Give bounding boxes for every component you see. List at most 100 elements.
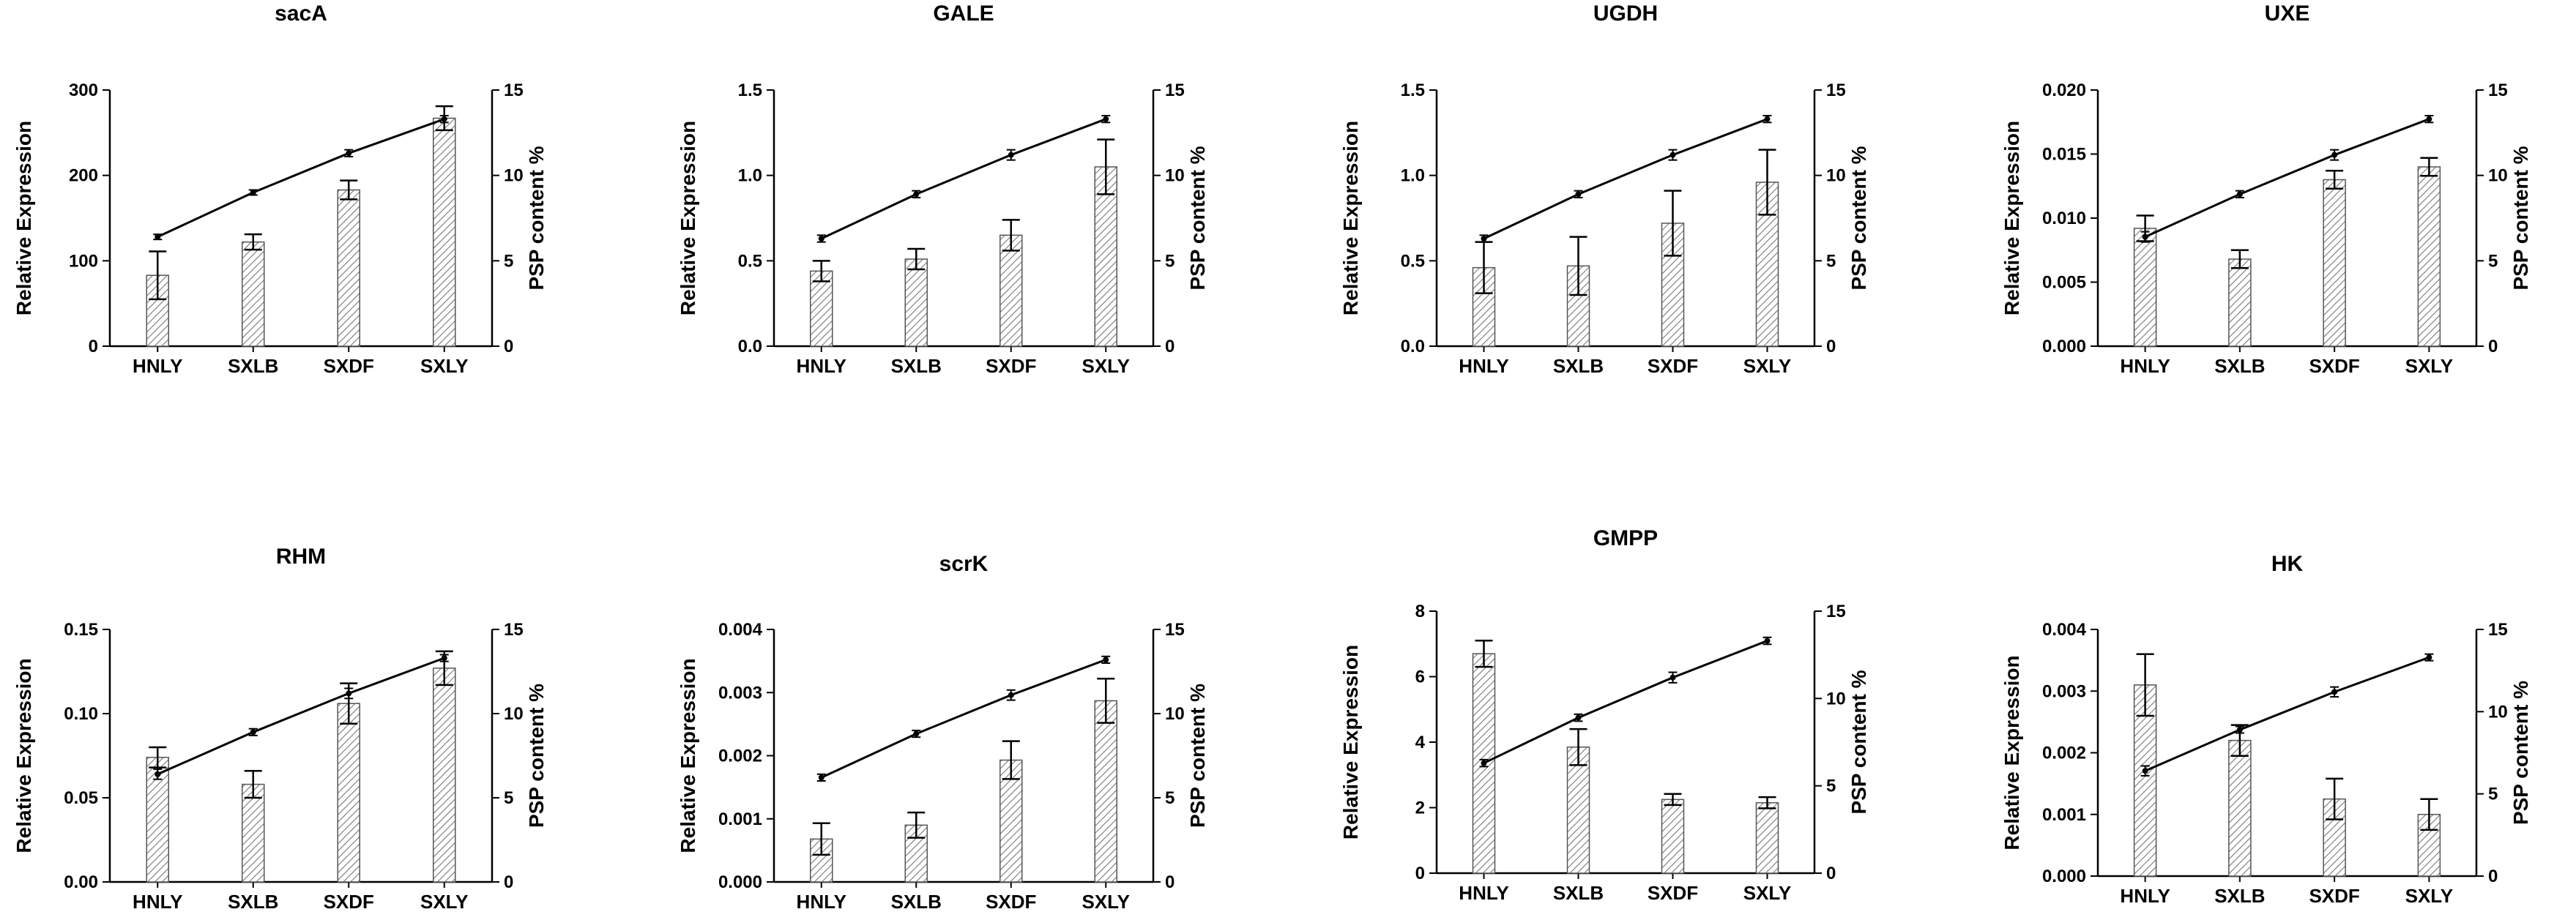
- chart-panel: GMPP 0 2 4 6 8 0 5 10 15 HNLY SXLB SXDF SXLY Relative …: [1339, 526, 1870, 904]
- right-tick-label: 5: [2488, 785, 2498, 804]
- psp-content-point: [346, 150, 352, 157]
- right-tick-label: 5: [504, 251, 513, 271]
- y-axis-label: Relative Expression: [2000, 655, 2023, 850]
- left-tick-label: 0.000: [2042, 867, 2086, 886]
- y2-axis-label: PSP content %: [1847, 146, 1870, 290]
- psp-content-point: [1008, 692, 1014, 698]
- chart-panel: GALE 0.0 0.5 1.0 1.5 0 5 10 15 HNLY SXLB SXDF SXLY Re…: [677, 1, 1209, 377]
- left-tick-label: 0.5: [1401, 251, 1425, 271]
- x-tick-label: SXLB: [1553, 355, 1604, 377]
- bar: [810, 270, 833, 347]
- left-tick-label: 0.002: [718, 747, 762, 766]
- psp-content-line: [821, 118, 1106, 240]
- right-tick-label: 0: [1826, 337, 1836, 356]
- x-tick-label: SXLY: [1082, 355, 1130, 377]
- psp-content-point: [250, 729, 256, 736]
- psp-content-point: [2331, 152, 2338, 158]
- x-tick-label: SXLY: [1082, 891, 1130, 913]
- x-tick-label: HNLY: [797, 891, 846, 913]
- left-tick-label: 0.004: [718, 620, 763, 640]
- psp-content-point: [1103, 657, 1109, 663]
- psp-content-point: [2142, 768, 2148, 774]
- right-tick-label: 5: [1826, 251, 1836, 271]
- right-tick-label: 5: [1165, 788, 1175, 808]
- x-tick-label: HNLY: [797, 355, 846, 377]
- x-tick-label: SXDF: [324, 355, 374, 377]
- bar: [2133, 228, 2157, 347]
- y-axis-label: Relative Expression: [677, 658, 699, 853]
- chart-title: GMPP: [1593, 526, 1658, 550]
- right-tick-label: 10: [1165, 166, 1185, 186]
- y2-axis-label: PSP content %: [2509, 681, 2532, 825]
- left-tick-label: 0.001: [718, 809, 762, 829]
- right-tick-label: 10: [2488, 166, 2508, 186]
- x-tick-label: SXDF: [1648, 355, 1698, 377]
- bar: [2323, 179, 2346, 347]
- x-tick-label: SXLY: [1743, 355, 1792, 377]
- x-tick-label: HNLY: [133, 891, 182, 913]
- y2-axis-label: PSP content %: [1186, 146, 1209, 290]
- chart-panel: RHM 0.00 0.05 0.10 0.15 0 5 10 15 HNLY SXLB SXDF SXL…: [12, 545, 548, 913]
- psp-content-point: [441, 116, 447, 122]
- psp-content-line: [1483, 640, 1768, 764]
- psp-content-point: [1103, 116, 1109, 122]
- right-tick-label: 15: [504, 81, 524, 100]
- y-axis-label: Relative Expression: [677, 121, 699, 315]
- chart-title: scrK: [939, 552, 989, 576]
- bar: [242, 783, 265, 883]
- bar: [904, 258, 928, 347]
- x-tick-label: SXLB: [228, 891, 278, 913]
- y-axis-label: Relative Expression: [1339, 645, 1362, 839]
- y2-axis-label: PSP content %: [1186, 684, 1209, 828]
- psp-content-point: [346, 690, 352, 697]
- left-tick-label: 0: [89, 337, 98, 356]
- left-tick-label: 100: [69, 251, 98, 271]
- x-tick-label: SXLB: [1553, 882, 1604, 904]
- left-tick-label: 0.004: [2042, 620, 2087, 640]
- right-tick-label: 0: [2488, 337, 2498, 356]
- y2-axis-label: PSP content %: [525, 146, 548, 290]
- left-tick-label: 0.0: [738, 337, 762, 356]
- left-tick-label: 0.003: [718, 683, 762, 703]
- y2-axis-label: PSP content %: [2509, 146, 2532, 290]
- left-tick-label: 0.15: [64, 620, 98, 640]
- bar: [999, 234, 1023, 347]
- right-tick-label: 15: [1826, 602, 1846, 621]
- right-tick-label: 15: [1826, 81, 1846, 100]
- left-tick-label: 0.10: [64, 704, 98, 724]
- bar: [2228, 739, 2252, 877]
- x-tick-label: HNLY: [1459, 882, 1508, 904]
- left-tick-label: 8: [1415, 602, 1425, 621]
- left-tick-label: 6: [1415, 667, 1425, 687]
- right-tick-label: 15: [2488, 620, 2508, 640]
- y-axis-label: Relative Expression: [12, 121, 35, 315]
- chart-panel: sacA 0 100 200 300 0 5 10 15 HNLY SXLB SXDF SXLY Rela…: [12, 1, 548, 377]
- right-tick-label: 10: [504, 166, 524, 186]
- chart-panel: HK 0.000 0.001 0.002 0.003 0.004 0 5 10 15 HNLY SXL…: [2000, 552, 2532, 907]
- y2-axis-label: PSP content %: [1847, 670, 1870, 814]
- left-tick-label: 0.003: [2042, 681, 2086, 701]
- bar: [242, 241, 265, 347]
- psp-content-point: [1764, 116, 1771, 122]
- psp-content-point: [250, 190, 256, 195]
- psp-content-line: [821, 658, 1106, 779]
- x-tick-label: SXDF: [324, 891, 374, 913]
- left-tick-label: 0.002: [2042, 744, 2086, 763]
- right-tick-label: 0: [504, 337, 513, 356]
- chart-title: UXE: [2265, 1, 2310, 26]
- psp-content-line: [2145, 656, 2430, 772]
- left-tick-label: 0.000: [718, 872, 762, 892]
- right-tick-label: 5: [1826, 777, 1836, 796]
- chart-title: HK: [2271, 552, 2304, 576]
- psp-content-point: [818, 236, 824, 242]
- right-tick-label: 0: [2488, 867, 2498, 886]
- x-tick-label: SXDF: [2309, 885, 2359, 907]
- bar: [337, 703, 360, 883]
- x-tick-label: SXLB: [891, 891, 942, 913]
- psp-content-point: [155, 233, 161, 240]
- right-tick-label: 15: [1165, 81, 1185, 100]
- psp-content-point: [1669, 152, 1676, 158]
- right-tick-label: 5: [1165, 251, 1175, 271]
- chart-title: GALE: [933, 1, 994, 26]
- psp-content-point: [2426, 116, 2432, 122]
